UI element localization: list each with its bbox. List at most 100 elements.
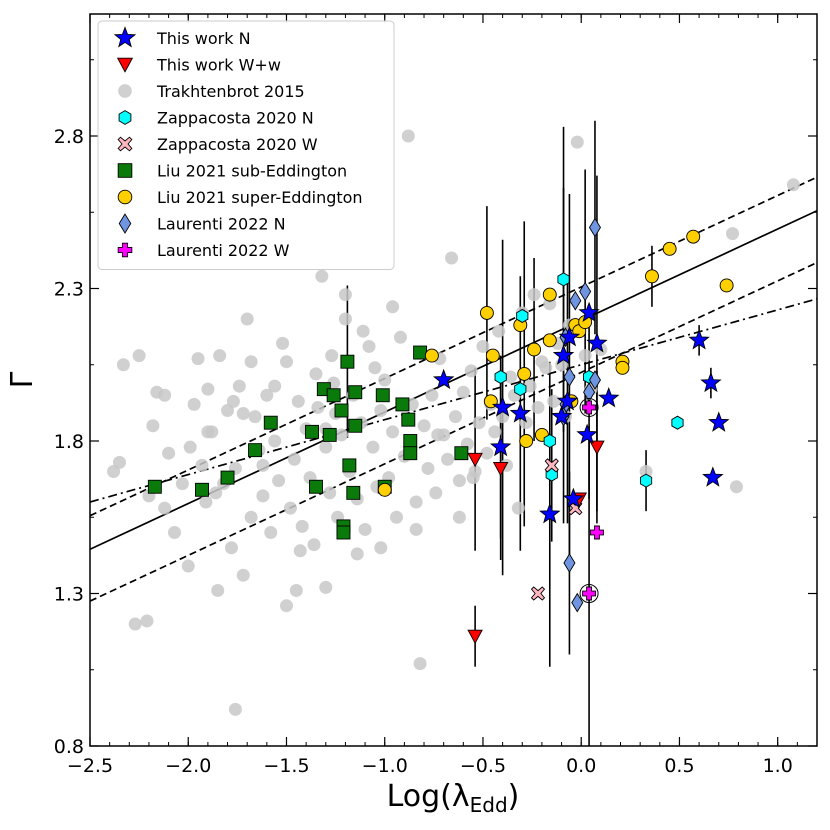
legend-item-this-work-w-w: This work W+w [116, 56, 281, 75]
legend-item-trakhtenbrot-2015: Trakhtenbrot 2015 [118, 82, 305, 101]
liu-2021-sub-eddington-point [305, 424, 319, 439]
trakhtenbrot-2015-point [539, 361, 553, 375]
trakhtenbrot-2015-point [236, 407, 250, 421]
liu-2021-sub-eddington-point [248, 443, 262, 458]
zappacosta-2020-w-point [544, 458, 559, 473]
zappacosta-2020-n-point [671, 415, 684, 430]
zappacosta-2020-n-point [516, 308, 529, 323]
highlight-ring [579, 584, 599, 603]
trakhtenbrot-2015-point [452, 510, 466, 524]
trakhtenbrot-2015-point [272, 474, 286, 488]
trakhtenbrot-2015-point [409, 495, 423, 509]
trakhtenbrot-2015-point [350, 547, 364, 561]
liu-2021-super-eddington-point [645, 269, 659, 284]
trakhtenbrot-2015-point [283, 501, 297, 515]
trakhtenbrot-2015-point [547, 394, 561, 408]
y-tick-label: 2.8 [54, 126, 84, 148]
y-tick-label: 0.8 [54, 736, 84, 758]
trakhtenbrot-2015-point [199, 495, 213, 509]
this-work-n-point [562, 487, 585, 509]
this-work-n-point [708, 411, 730, 432]
trakhtenbrot-2015-point [289, 583, 303, 597]
y-axis-label: Γ [5, 371, 40, 388]
trakhtenbrot-2015-point [362, 339, 376, 353]
x-tick-label: 0.0 [566, 755, 596, 777]
this-work-w-w-point [467, 452, 483, 468]
legend-label: This work W+w [156, 56, 281, 75]
fit-line-dashed [90, 261, 817, 602]
trakhtenbrot-2015-point [445, 251, 459, 265]
trakhtenbrot-2015-point [431, 428, 445, 442]
trakhtenbrot-2015-point [472, 416, 486, 430]
trakhtenbrot-2015-point [311, 400, 325, 414]
trakhtenbrot-2015-point [464, 364, 478, 378]
liu-2021-super-eddington-point [517, 366, 532, 381]
highlight-ring [579, 397, 599, 417]
liu-2021-super-eddington-point [485, 348, 500, 363]
trakhtenbrot-2015-point [291, 394, 305, 408]
legend-marker-liu-2021-super-eddington [117, 189, 133, 205]
liu-2021-sub-eddington-point [403, 434, 418, 448]
zappacosta-2020-n-point [494, 369, 507, 384]
laurenti-2022-n-point [588, 370, 601, 390]
this-work-n-point [597, 387, 620, 408]
trakhtenbrot-2015-point [268, 434, 282, 448]
fit-line-dashdot [90, 298, 817, 503]
legend-box [97, 20, 395, 270]
trakhtenbrot-2015-point [226, 394, 240, 408]
trakhtenbrot-2015-point [183, 440, 197, 454]
data-points [107, 129, 800, 716]
liu-2021-sub-eddington-point [454, 446, 469, 461]
legend-label: This work N [156, 29, 251, 48]
this-work-n-point [539, 502, 561, 524]
trakhtenbrot-2015-point [323, 486, 337, 500]
x-tick-label: −2.0 [165, 755, 211, 777]
trakhtenbrot-2015-point [325, 349, 339, 363]
liu-2021-sub-eddington-point [375, 388, 390, 403]
trakhtenbrot-2015-point [452, 474, 466, 488]
liu-2021-sub-eddington-point [326, 388, 341, 403]
y-tick-label: 1.8 [54, 431, 84, 453]
trakhtenbrot-2015-point [211, 583, 225, 597]
trakhtenbrot-2015-point [429, 486, 443, 500]
trakhtenbrot-2015-point [293, 544, 307, 558]
trakhtenbrot-2015-point [240, 312, 254, 326]
trakhtenbrot-2015-point [527, 288, 541, 302]
trakhtenbrot-2015-point [195, 458, 209, 472]
legend-marker-this-work-n [113, 26, 137, 48]
trakhtenbrot-2015-point [417, 419, 431, 433]
trakhtenbrot-2015-point [441, 452, 455, 466]
trakhtenbrot-2015-point [456, 385, 470, 399]
laurenti-2022-n-point [588, 217, 601, 238]
trakhtenbrot-2015-point [244, 510, 258, 524]
liu-2021-super-eddington-point [542, 287, 557, 302]
legend-label: Liu 2021 super-Eddington [157, 188, 363, 207]
trakhtenbrot-2015-point [374, 404, 388, 417]
this-work-n-point [558, 326, 581, 347]
trakhtenbrot-2015-point [356, 324, 370, 338]
laurenti-2022-n-point [563, 553, 576, 573]
trakhtenbrot-2015-point [480, 446, 494, 460]
zappacosta-2020-n-point [514, 382, 527, 397]
trakhtenbrot-2015-point [319, 580, 333, 594]
trakhtenbrot-2015-point [158, 501, 172, 515]
this-work-n-point [550, 405, 573, 426]
trakhtenbrot-2015-point [213, 349, 227, 363]
trakhtenbrot-2015-point [338, 288, 352, 302]
trakhtenbrot-2015-point [201, 382, 215, 396]
liu-2021-super-eddington-point [519, 434, 534, 448]
legend-label: Laurenti 2022 W [157, 241, 290, 260]
x-axis-label: Log(λEdd) [387, 779, 520, 817]
laurenti-2022-n-point [563, 367, 576, 387]
trakhtenbrot-2015-point [191, 352, 205, 366]
x-tick-label: −2.5 [67, 755, 113, 777]
liu-2021-sub-eddington-point [195, 482, 209, 497]
liu-2021-super-eddington-point [424, 348, 439, 363]
legend-item-liu-2021-sub-eddington: Liu 2021 sub-Eddington [117, 162, 347, 181]
x-tick-label: −1.5 [263, 755, 309, 777]
trakhtenbrot-2015-point [268, 379, 282, 393]
liu-2021-sub-eddington-point [395, 397, 410, 412]
trakhtenbrot-2015-point [466, 471, 480, 485]
trakhtenbrot-2015-point [132, 349, 146, 363]
